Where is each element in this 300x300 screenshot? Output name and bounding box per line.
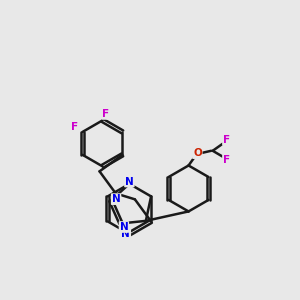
Text: N: N — [125, 176, 134, 187]
Text: N: N — [119, 222, 128, 232]
Text: F: F — [103, 109, 110, 119]
Text: F: F — [223, 135, 230, 145]
Text: F: F — [71, 122, 78, 132]
Text: O: O — [193, 148, 202, 158]
Text: N: N — [112, 194, 121, 204]
Text: F: F — [223, 155, 230, 166]
Text: N: N — [122, 229, 130, 239]
